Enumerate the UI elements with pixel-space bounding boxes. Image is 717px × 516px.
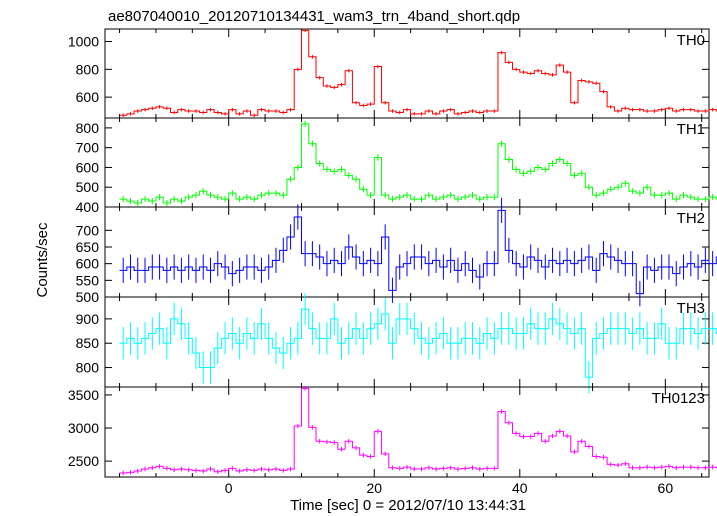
series-line-th2 xyxy=(119,209,717,295)
y-tick-label: 650 xyxy=(76,239,100,255)
panel-frame xyxy=(104,28,710,119)
panel-th0123: 2500 3000 3500 TH0123 xyxy=(68,386,717,478)
y-tick-label: 1000 xyxy=(68,34,99,50)
y-tick-label: 3000 xyxy=(68,420,99,436)
y-tick-label: 850 xyxy=(76,335,100,351)
x-axis-label: Time [sec] 0 = 2012/07/10 13:44:31 xyxy=(290,497,526,514)
y-tick-label: 600 xyxy=(76,159,100,175)
panel-frame xyxy=(104,386,710,478)
chart-title: ae807040010_20120710134431_wam3_trn_4ban… xyxy=(108,8,520,25)
panel-th0: 600 800 1000 TH0 xyxy=(68,28,717,119)
y-tick-label: 800 xyxy=(76,61,100,77)
y-tick-label: 550 xyxy=(76,272,100,288)
y-tick-label: 800 xyxy=(76,120,100,136)
panel-th3: 800 850 900 TH3 xyxy=(76,292,717,394)
x-tick-label: 60 xyxy=(658,480,674,496)
y-tick-label: 700 xyxy=(76,140,100,156)
panel-label: TH1 xyxy=(677,121,705,138)
series-line-th0123 xyxy=(119,387,717,474)
panel-label: TH0 xyxy=(677,32,705,49)
panel-label: TH3 xyxy=(677,300,705,317)
x-tick-label: 0 xyxy=(225,480,233,496)
series-line-th1 xyxy=(119,123,717,204)
panel-th1: 400 500 600 700 800 TH1 xyxy=(76,117,717,215)
y-tick-label: 600 xyxy=(76,89,100,105)
panel-label: TH0123 xyxy=(652,390,705,407)
y-tick-label: 2500 xyxy=(68,453,99,469)
y-tick-label: 900 xyxy=(76,311,100,327)
series-line-th0 xyxy=(119,29,717,116)
y-tick-label: 600 xyxy=(76,256,100,272)
y-tick-label: 500 xyxy=(76,179,100,195)
y-tick-label: 800 xyxy=(76,360,100,376)
y-tick-label: 700 xyxy=(76,222,100,238)
y-tick-label: 400 xyxy=(76,199,100,215)
x-tick-label: 20 xyxy=(366,480,382,496)
y-tick-label: 3500 xyxy=(68,387,99,403)
y-axis-label: Counts/sec xyxy=(34,222,51,298)
series-line-th3 xyxy=(119,308,717,378)
y-tick-label: 500 xyxy=(76,289,100,305)
panel-label: TH2 xyxy=(677,210,705,227)
x-tick-label: 40 xyxy=(512,480,528,496)
